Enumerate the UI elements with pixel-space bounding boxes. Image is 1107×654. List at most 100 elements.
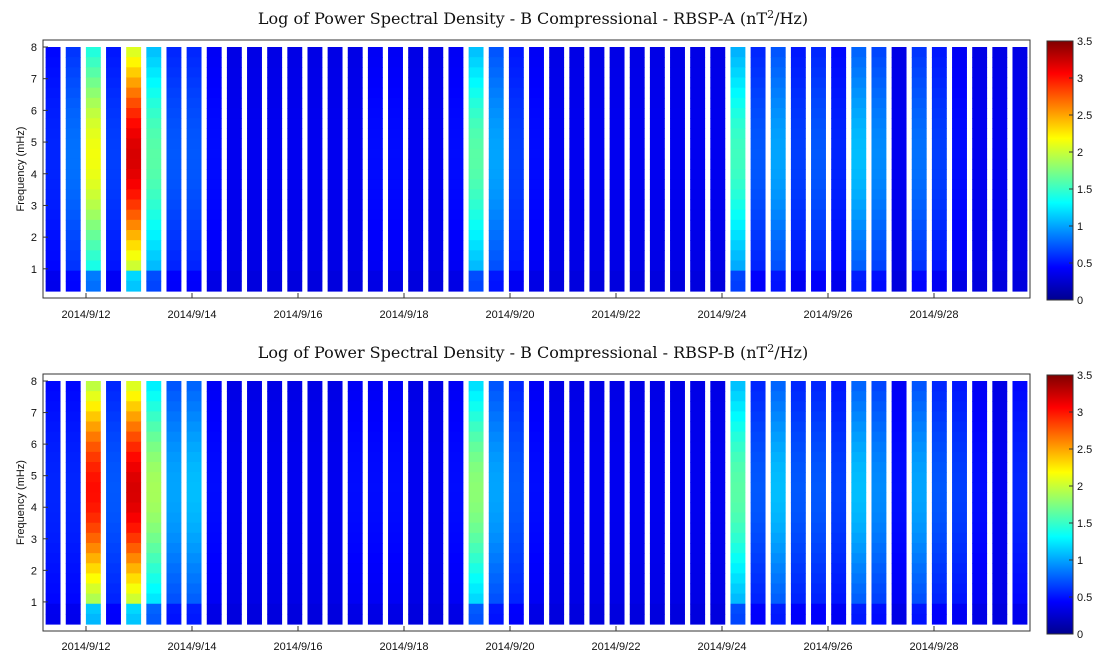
pass-cell [710, 118, 726, 129]
pass-cell [126, 543, 142, 554]
pass-column [851, 381, 867, 625]
pass-cell [831, 280, 847, 292]
pass-cell [166, 431, 182, 443]
pass-cell [851, 472, 867, 483]
pass-cell [307, 77, 323, 89]
pass-cell [851, 573, 867, 585]
pass-cell [408, 401, 424, 412]
pass-cell [770, 512, 786, 524]
pass-cell [911, 87, 927, 99]
pass-cell [790, 209, 806, 221]
pass-cell [226, 138, 242, 150]
pass-cell [488, 240, 504, 251]
pass-cell [166, 472, 182, 483]
pass-cell [649, 593, 665, 605]
pass-cell [609, 492, 625, 504]
pass-cell [408, 179, 424, 190]
pass-cell [367, 492, 383, 504]
pass-cell [247, 431, 262, 443]
pass-cell [388, 138, 403, 150]
pass-column [1012, 47, 1028, 292]
pass-cell [710, 179, 726, 190]
pass-cell [569, 522, 585, 534]
pass-column [508, 381, 524, 625]
pass-cell [911, 169, 927, 180]
pass-cell [327, 441, 343, 453]
pass-cell [629, 411, 645, 423]
panel-rbsp-a: Log of Power Spectral Density - B Compre… [15, 8, 1092, 321]
pass-cell [307, 87, 323, 99]
pass-cell [831, 381, 847, 392]
pass-cell [408, 250, 424, 262]
pass-cell [488, 250, 504, 262]
pass-cell [851, 47, 867, 58]
pass-cell [670, 240, 685, 251]
pass-cell [911, 118, 927, 129]
pass-cell [388, 381, 403, 392]
pass-cell [468, 118, 484, 129]
pass-cell [65, 603, 81, 615]
pass-cell [931, 451, 947, 463]
pass-cell [327, 169, 343, 180]
pass-cell [488, 543, 504, 554]
pass-cell [649, 87, 665, 99]
pass-cell [770, 148, 786, 160]
pass-cell [851, 240, 867, 251]
pass-cell [790, 411, 806, 423]
pass-cell [831, 189, 847, 201]
pass-cell [186, 219, 202, 231]
pass-column [45, 381, 61, 625]
pass-cell [670, 67, 685, 79]
pass-cell [670, 472, 685, 483]
pass-cell [589, 189, 605, 201]
pass-cell [206, 47, 222, 58]
pass-cell [367, 270, 383, 282]
pass-cell [65, 502, 81, 514]
pass-cell [891, 169, 907, 180]
pass-cell [629, 431, 645, 443]
pass-column [569, 381, 585, 625]
pass-cell [307, 138, 323, 150]
pass-cell [85, 118, 101, 129]
pass-cell [307, 67, 323, 79]
pass-cell [992, 270, 1008, 282]
pass-cell [992, 179, 1008, 190]
pass-cell [750, 462, 766, 473]
pass-cell [529, 67, 544, 79]
pass-cell [690, 270, 706, 282]
pass-cell [347, 593, 363, 605]
pass-cell [85, 250, 101, 262]
pass-cell [247, 573, 262, 585]
pass-cell [367, 230, 383, 241]
pass-cell [126, 421, 142, 433]
pass-cell [589, 209, 605, 221]
pass-cell [972, 472, 988, 483]
pass-cell [448, 77, 464, 89]
pass-cell [569, 441, 585, 453]
pass-cell [488, 260, 504, 272]
pass-cell [166, 593, 182, 605]
pass-cell [468, 553, 484, 564]
pass-cell [1012, 199, 1028, 211]
pass-cell [811, 593, 826, 605]
pass-cell [226, 189, 242, 201]
pass-cell [106, 381, 121, 392]
pass-cell [428, 280, 444, 292]
pass-cell [468, 583, 484, 595]
pass-cell [609, 230, 625, 241]
pass-cell [206, 482, 222, 493]
pass-cell [247, 47, 262, 58]
pass-cell [569, 391, 585, 402]
pass-cell [952, 97, 967, 109]
pass-cell [247, 280, 262, 292]
pass-cell [871, 532, 887, 544]
pass-cell [972, 209, 988, 221]
pass-cell [1012, 411, 1028, 423]
pass-cell [891, 451, 907, 463]
pass-cell [327, 230, 343, 241]
pass-cell [629, 462, 645, 473]
pass-column [911, 381, 927, 625]
pass-cell [367, 421, 383, 433]
pass-cell [388, 209, 403, 221]
pass-cell [931, 230, 947, 241]
